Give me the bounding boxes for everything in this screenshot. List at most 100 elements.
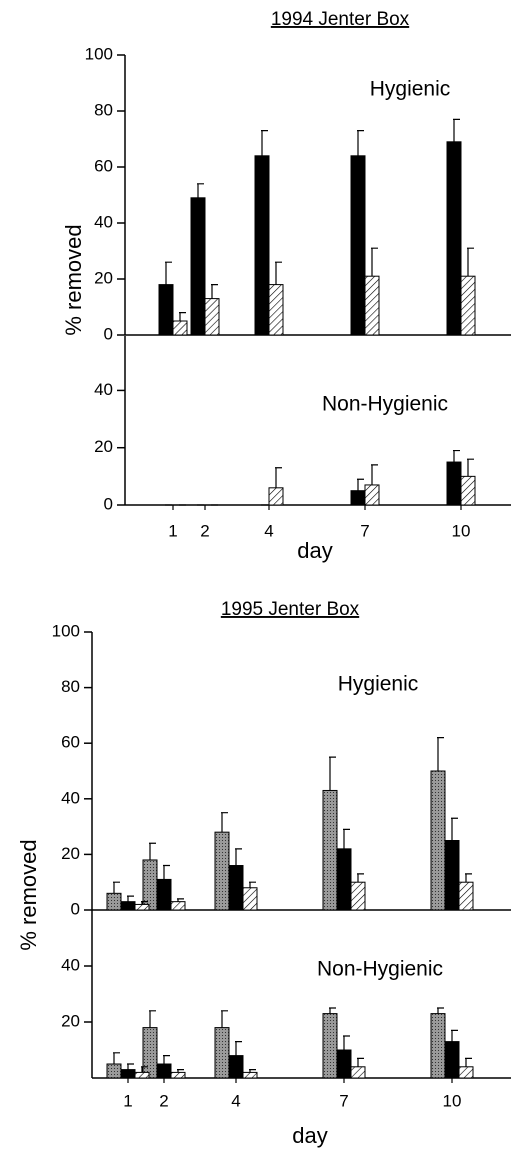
error-bar bbox=[467, 458, 474, 477]
bar bbox=[134, 903, 150, 911]
y-tick-label: 40 bbox=[61, 788, 80, 807]
bar bbox=[350, 155, 366, 336]
bar bbox=[170, 901, 186, 911]
y-tick-label: 20 bbox=[94, 268, 113, 287]
x-tick-label: 7 bbox=[339, 1091, 348, 1110]
y-tick-label: 80 bbox=[61, 677, 80, 696]
error-bar bbox=[437, 737, 444, 771]
error-bar bbox=[249, 1069, 256, 1073]
panel-title: 1994 Jenter Box bbox=[271, 9, 410, 30]
error-bar bbox=[451, 817, 458, 841]
x-axis-label: day bbox=[292, 1123, 327, 1148]
bar bbox=[214, 831, 230, 911]
bar bbox=[350, 490, 366, 506]
panel-title: 1995 Jenter Box bbox=[221, 599, 360, 620]
y-tick-label: 20 bbox=[61, 844, 80, 863]
bar bbox=[204, 298, 220, 336]
y-tick-label: 0 bbox=[71, 899, 80, 918]
bar bbox=[158, 284, 174, 336]
error-bar bbox=[221, 812, 228, 833]
y-tick-label: 100 bbox=[52, 621, 80, 640]
error-bar bbox=[127, 1063, 134, 1070]
error-bar bbox=[163, 864, 170, 880]
x-tick-label: 4 bbox=[231, 1091, 240, 1110]
bar bbox=[106, 892, 122, 911]
y-tick-label: 60 bbox=[94, 156, 113, 175]
error-bar bbox=[235, 848, 242, 866]
error-bar bbox=[235, 1041, 242, 1056]
group-label: Non-Hygienic bbox=[317, 958, 443, 981]
error-bar bbox=[453, 449, 460, 463]
error-bar bbox=[127, 895, 134, 902]
error-bar bbox=[465, 1057, 472, 1067]
group-label: Hygienic bbox=[338, 673, 419, 696]
x-tick-label: 2 bbox=[159, 1091, 168, 1110]
y-axis-label: % removed bbox=[16, 839, 41, 950]
bar bbox=[170, 1071, 186, 1079]
x-tick-label: 1 bbox=[168, 521, 177, 540]
error-bar bbox=[451, 1029, 458, 1042]
bar bbox=[268, 284, 284, 336]
error-bar bbox=[149, 1010, 156, 1028]
error-bar bbox=[275, 467, 282, 488]
bar bbox=[444, 1041, 460, 1079]
bar bbox=[142, 1027, 158, 1079]
y-tick-label: 60 bbox=[61, 733, 80, 752]
error-bar bbox=[371, 464, 378, 485]
error-bar bbox=[357, 478, 364, 491]
bar bbox=[142, 859, 158, 911]
bar bbox=[190, 197, 206, 336]
y-tick-label: 0 bbox=[104, 324, 113, 343]
error-bar bbox=[141, 901, 148, 905]
bar bbox=[460, 275, 476, 336]
error-bar bbox=[149, 842, 156, 860]
bar bbox=[214, 1027, 230, 1079]
x-tick-label: 4 bbox=[264, 521, 273, 540]
x-tick-label: 10 bbox=[452, 521, 471, 540]
group-label: Hygienic bbox=[370, 78, 451, 101]
x-tick-label: 2 bbox=[200, 521, 209, 540]
error-bar bbox=[113, 881, 120, 894]
bar bbox=[120, 901, 136, 911]
bar bbox=[172, 320, 188, 336]
error-bar bbox=[211, 284, 218, 299]
y-tick-label: 20 bbox=[94, 437, 113, 456]
bar bbox=[228, 865, 244, 911]
y-tick-label: 40 bbox=[94, 212, 113, 231]
x-tick-label: 10 bbox=[443, 1091, 462, 1110]
error-bar bbox=[371, 247, 378, 277]
error-bar bbox=[177, 1069, 184, 1073]
bar bbox=[364, 484, 380, 506]
x-tick-label: 1 bbox=[123, 1091, 132, 1110]
bar bbox=[458, 1066, 474, 1079]
bar bbox=[242, 887, 258, 911]
error-bar bbox=[249, 881, 256, 888]
error-bar bbox=[197, 183, 204, 198]
bar bbox=[460, 475, 476, 506]
bar bbox=[156, 878, 172, 911]
bar bbox=[228, 1055, 244, 1079]
bar bbox=[156, 1063, 172, 1079]
y-axis-label: % removed bbox=[61, 224, 86, 335]
error-bar bbox=[453, 118, 460, 142]
bar bbox=[322, 789, 338, 911]
bar bbox=[446, 461, 462, 506]
y-tick-label: 40 bbox=[61, 955, 80, 974]
error-bar bbox=[329, 756, 336, 791]
bar bbox=[430, 1013, 446, 1079]
bar bbox=[268, 487, 284, 506]
error-bar bbox=[465, 873, 472, 883]
error-bar bbox=[329, 1007, 336, 1014]
error-bar bbox=[221, 1010, 228, 1028]
error-bar bbox=[177, 898, 184, 902]
y-tick-label: 0 bbox=[104, 494, 113, 513]
bar bbox=[336, 848, 352, 911]
bar bbox=[458, 881, 474, 911]
error-bar bbox=[113, 1052, 120, 1064]
error-bar bbox=[343, 1035, 350, 1050]
y-tick-label: 100 bbox=[85, 44, 113, 63]
error-bar bbox=[141, 1066, 148, 1073]
error-bar bbox=[343, 828, 350, 849]
bar bbox=[350, 1066, 366, 1079]
